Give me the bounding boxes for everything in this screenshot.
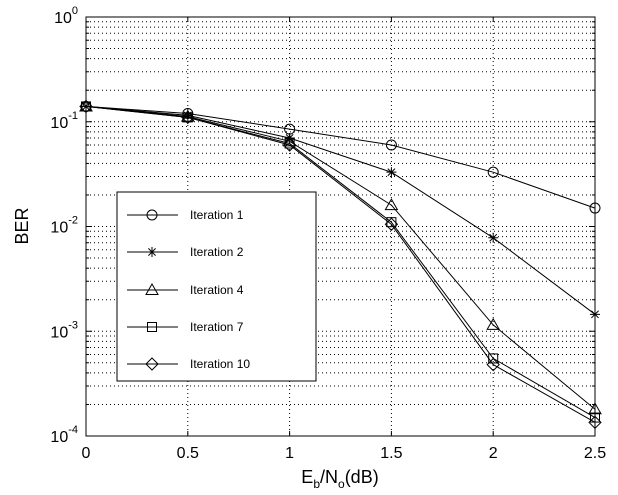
y-tick-label: 100	[54, 5, 78, 27]
triangle-marker	[180, 109, 195, 122]
diamond-marker	[384, 217, 399, 231]
legend-label: Iteration 2	[190, 245, 244, 259]
legend-entry: Iteration 10	[127, 357, 250, 371]
triangle-marker	[282, 134, 297, 147]
asterisk-marker	[147, 247, 157, 257]
triangle-marker	[145, 282, 159, 295]
triangle-marker	[588, 402, 602, 415]
x-tick-label: 0.5	[177, 445, 199, 462]
x-tick-label: 2.5	[584, 445, 606, 462]
legend-label: Iteration 7	[190, 320, 244, 334]
legend-label: Iteration 1	[190, 208, 244, 222]
diamond-marker	[79, 99, 93, 114]
asterisk-marker	[590, 309, 600, 320]
diamond-marker	[486, 357, 500, 372]
circle-marker	[385, 139, 397, 151]
y-axis-label: BER	[12, 207, 32, 244]
x-tick-label: 0	[82, 445, 91, 462]
x-tick-label: 2	[489, 445, 498, 462]
legend-entry: Iteration 4	[127, 282, 244, 297]
square-marker	[147, 322, 157, 332]
diamond-marker	[145, 357, 159, 371]
y-tick-label: 10-3	[50, 319, 78, 341]
legend-entry: Iteration 1	[127, 208, 244, 222]
circle-marker	[589, 202, 601, 214]
diamond-marker	[588, 415, 602, 430]
series-line	[85, 105, 596, 423]
circle-marker	[487, 166, 499, 178]
legend-label: Iteration 4	[190, 283, 244, 297]
legend-entry: Iteration 7	[127, 320, 244, 334]
diamond-marker	[282, 138, 297, 152]
x-tick-label: 1.5	[380, 445, 402, 462]
x-tick-label: 1	[285, 445, 294, 462]
y-tick-label: 10-1	[50, 110, 78, 132]
series-line	[85, 105, 596, 209]
legend-label: Iteration 10	[190, 357, 250, 371]
y-tick-label: 10-2	[50, 215, 78, 237]
series-line	[85, 105, 596, 410]
circle-marker	[146, 209, 158, 221]
legend-entry: Iteration 2	[127, 245, 244, 259]
x-axis-label: Eb/No(dB)	[301, 467, 378, 491]
asterisk-marker	[284, 132, 295, 143]
series-line	[85, 105, 596, 315]
series-iteration-10	[79, 99, 602, 430]
asterisk-marker	[488, 232, 499, 243]
series-lines	[79, 99, 602, 430]
asterisk-marker	[386, 167, 397, 178]
asterisk-marker	[182, 110, 193, 121]
y-tick-label: 10-4	[50, 424, 78, 446]
triangle-marker	[384, 198, 399, 211]
axis-ticks: 0 0.5 1 1.5 2 2.5 100 10-1 10-2 10-3 10-4	[50, 5, 606, 462]
legend: Iteration 1 Iteration 2 Iteration 4 Iterati…	[116, 191, 317, 382]
diamond-marker	[181, 110, 195, 125]
triangle-marker	[486, 317, 501, 330]
